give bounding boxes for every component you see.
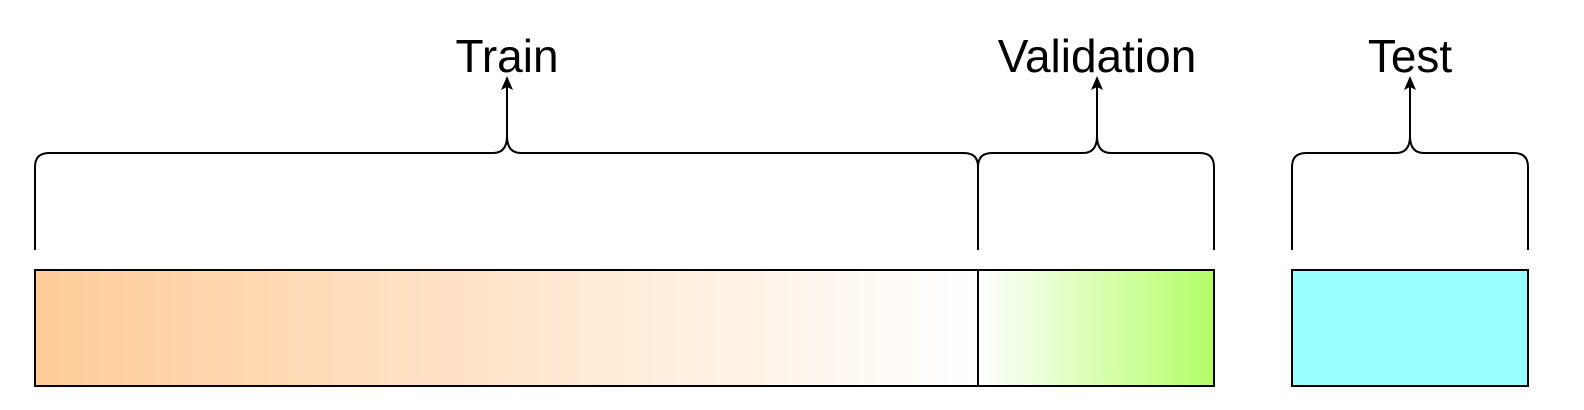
test-arrowhead-icon (1404, 76, 1416, 90)
validation-label: Validation (998, 30, 1197, 82)
test-segment: Test (1291, 30, 1529, 387)
train-label: Train (455, 30, 558, 82)
validation-segment: Validation (977, 30, 1215, 387)
train-block (34, 269, 979, 387)
validation-block (977, 269, 1215, 387)
test-block (1291, 269, 1529, 387)
validation-brace (977, 135, 1215, 250)
train-arrowhead-icon (501, 76, 513, 90)
train-segment: Train (34, 30, 979, 387)
validation-arrowhead-icon (1091, 76, 1103, 90)
test-label: Test (1368, 30, 1453, 82)
train-brace (34, 135, 979, 250)
test-brace (1291, 135, 1529, 250)
